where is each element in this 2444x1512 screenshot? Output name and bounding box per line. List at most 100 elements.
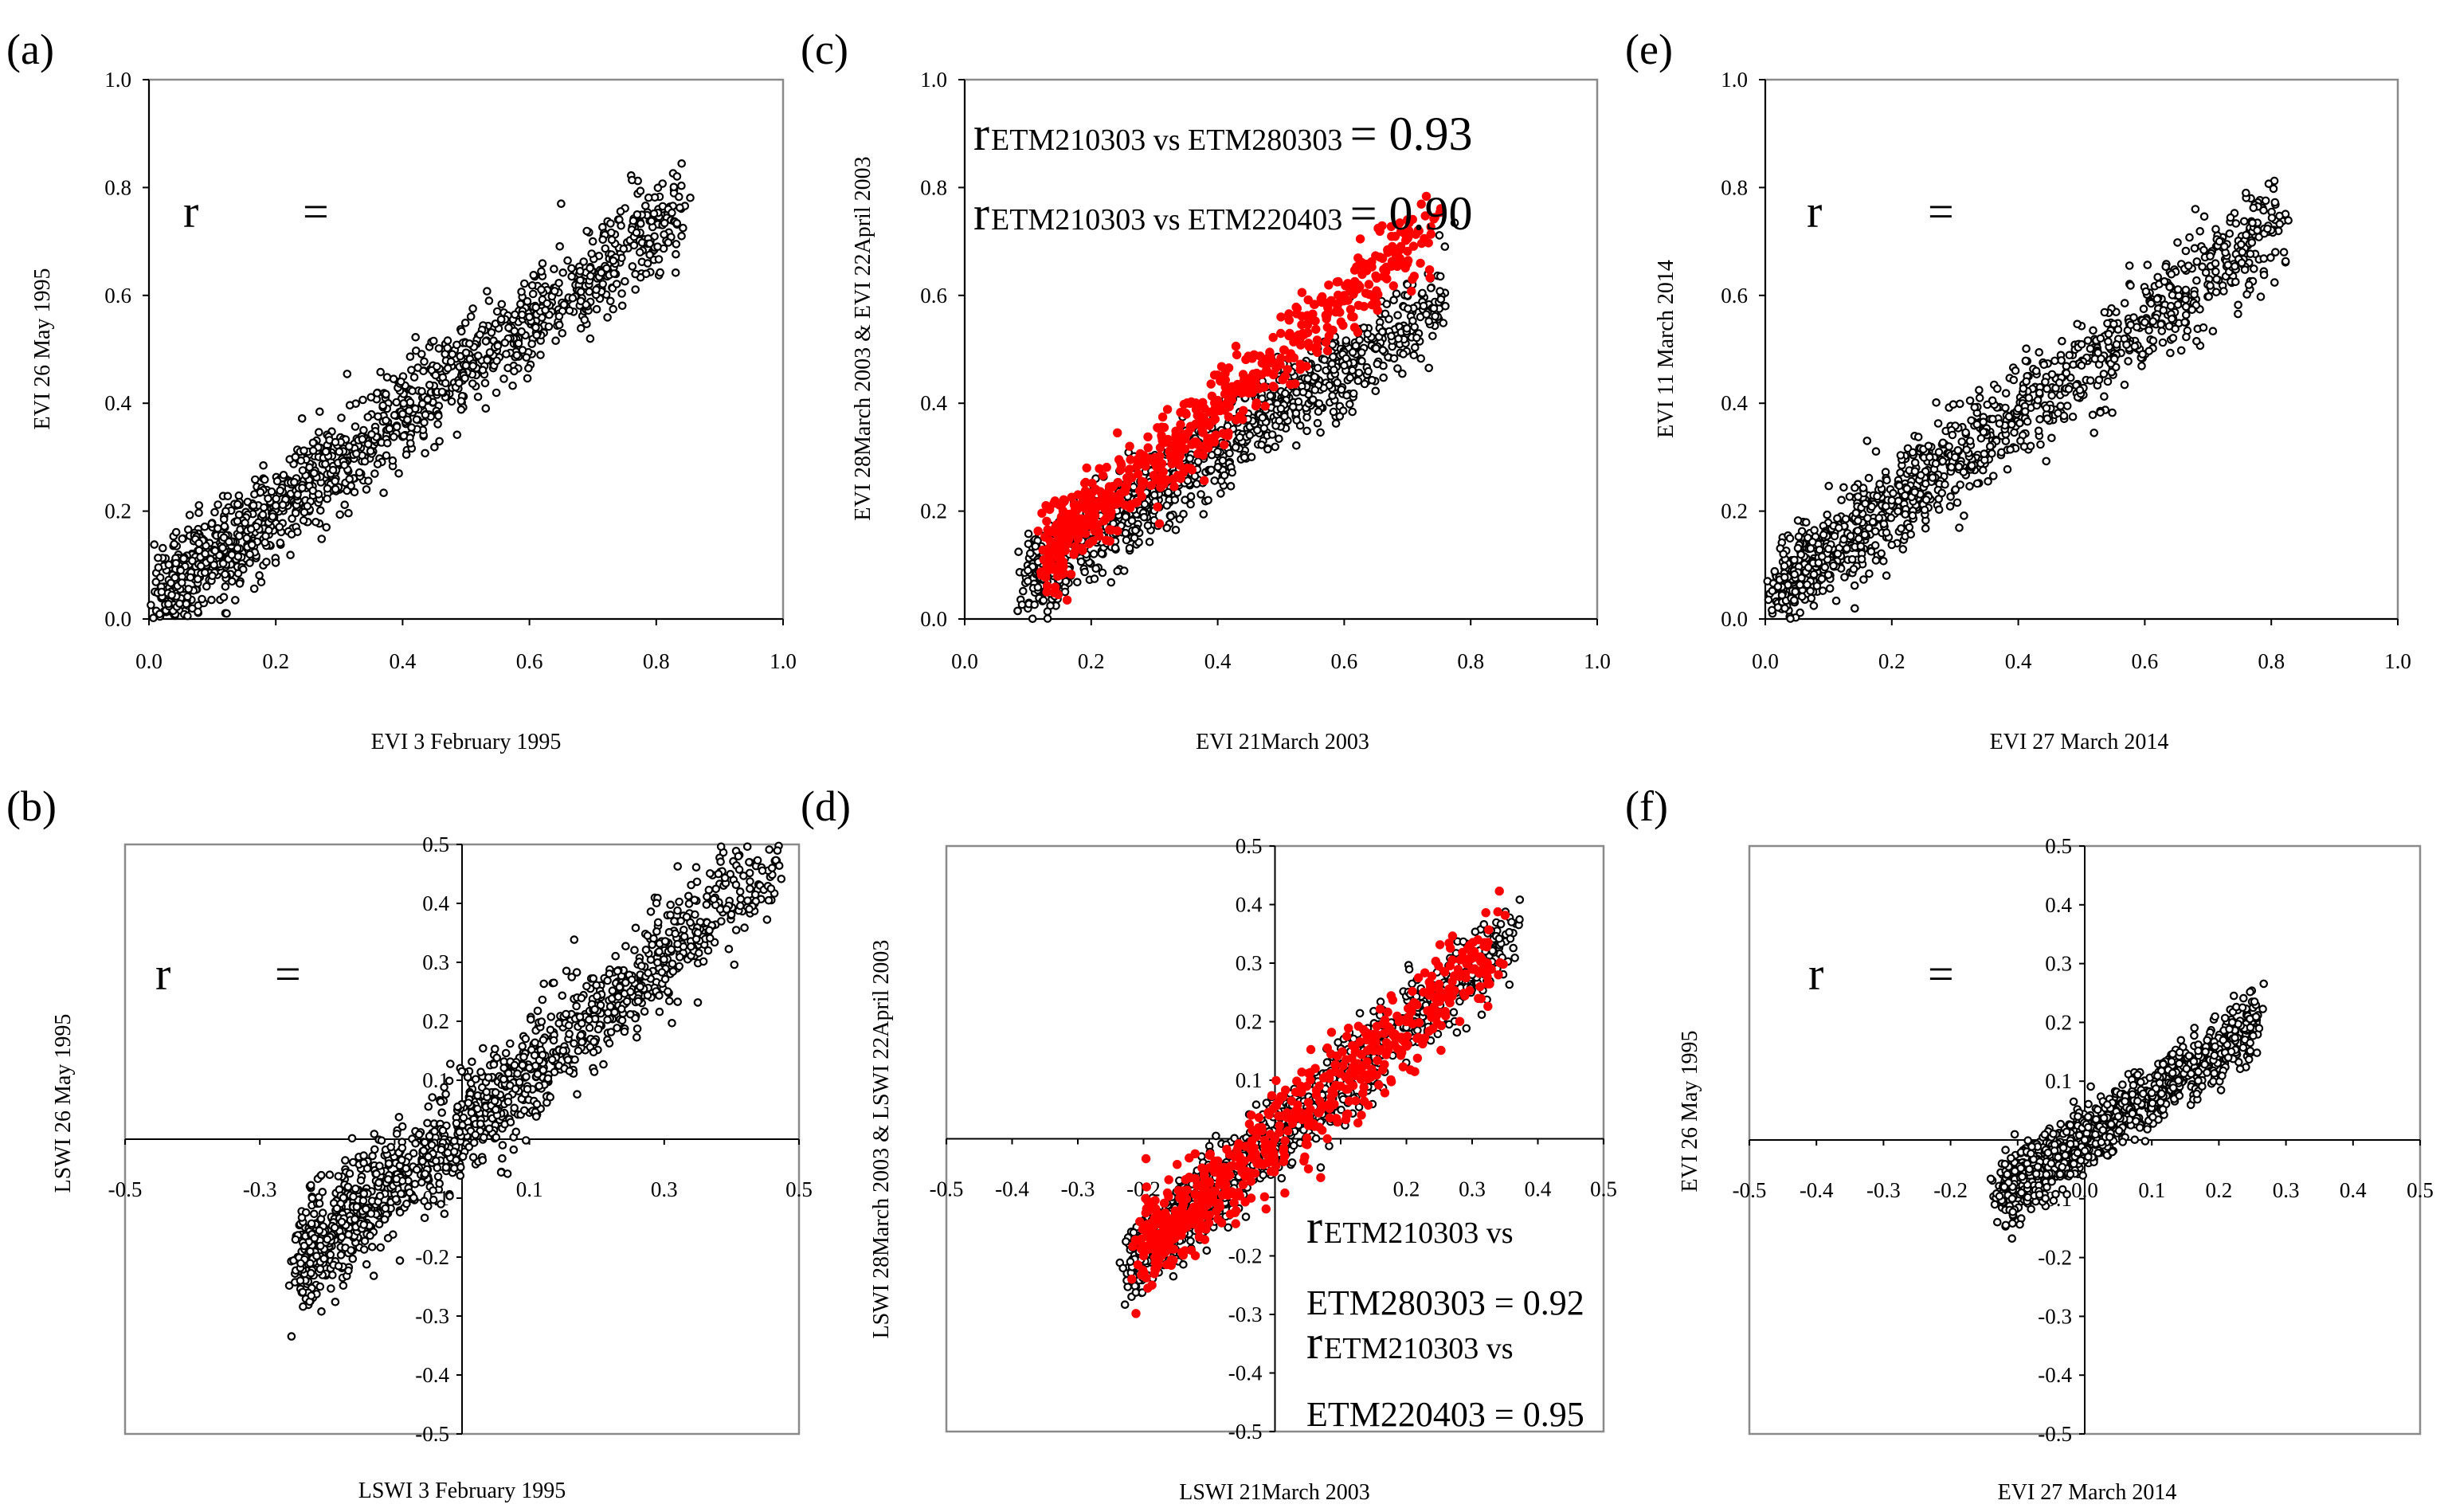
data-point (1303, 295, 1313, 305)
data-point (514, 339, 523, 348)
points-group (284, 841, 786, 1341)
data-point (1120, 500, 1130, 510)
data-point (1424, 265, 1435, 275)
data-point (636, 219, 645, 228)
data-point (194, 501, 204, 510)
data-point (1409, 351, 1419, 360)
data-point (1042, 587, 1052, 597)
data-point (433, 420, 442, 429)
data-point (1061, 577, 1071, 586)
data-point (175, 599, 184, 608)
data-point (345, 475, 354, 484)
data-point (693, 998, 703, 1007)
data-point (377, 1136, 386, 1145)
data-point (621, 276, 629, 286)
data-point (516, 300, 525, 308)
data-point (255, 570, 264, 580)
data-point (340, 500, 349, 509)
data-point (640, 1007, 649, 1016)
data-point (290, 477, 299, 487)
data-point (468, 1153, 478, 1161)
panel-label-b: (b) (6, 782, 57, 830)
data-point (492, 388, 501, 398)
data-point (1157, 431, 1166, 441)
data-point (1171, 525, 1181, 535)
data-point (230, 596, 240, 605)
data-point (457, 1067, 467, 1076)
data-point (344, 508, 353, 518)
data-point (1185, 454, 1194, 463)
x-tick-label: -0.5 (930, 1177, 964, 1201)
data-point (1258, 413, 1267, 422)
data-point (518, 1042, 527, 1051)
data-point (589, 974, 598, 983)
y-tick-label: 0.4 (920, 391, 947, 415)
data-point (262, 558, 271, 566)
data-point (171, 527, 181, 537)
data-point (317, 1307, 326, 1316)
data-point (1093, 502, 1103, 511)
data-point (1402, 323, 1412, 333)
data-point (611, 951, 620, 961)
data-point (1441, 301, 1450, 311)
data-point (188, 556, 197, 566)
data-point (641, 946, 651, 954)
data-point (518, 310, 527, 319)
data-point (501, 1048, 511, 1058)
data-point (693, 928, 703, 938)
data-point (219, 515, 229, 524)
data-point (235, 579, 245, 588)
data-point (308, 438, 318, 448)
data-point (1280, 371, 1291, 381)
data-point (511, 1127, 521, 1137)
data-point (276, 486, 284, 496)
data-point (500, 338, 510, 347)
data-point (605, 1039, 614, 1048)
data-point (1251, 1100, 1261, 1109)
data-point (1364, 280, 1374, 289)
x-axis-title: LSWI 3 February 1995 (358, 1479, 566, 1503)
data-point (319, 1254, 328, 1263)
data-point (609, 269, 619, 278)
data-point (213, 500, 222, 509)
data-point (1197, 490, 1205, 499)
data-point (522, 353, 531, 362)
correlation-annotation: rETM210303 vs ETM280303 = 0.93 (973, 108, 1473, 160)
data-point (386, 1142, 395, 1152)
data-point (523, 296, 532, 306)
data-point (1210, 476, 1219, 485)
data-point (296, 1259, 305, 1268)
data-point (766, 884, 776, 893)
data-point (456, 1171, 465, 1180)
data-point (1208, 416, 1218, 426)
data-point (327, 1284, 335, 1293)
data-point (617, 1016, 627, 1025)
data-point (1276, 354, 1286, 363)
data-point (1017, 600, 1027, 609)
data-point (293, 490, 302, 499)
data-point (358, 1196, 368, 1205)
data-point (717, 917, 726, 926)
data-point (256, 488, 265, 497)
data-point (1198, 450, 1208, 460)
data-point (454, 378, 464, 387)
data-point (303, 501, 312, 511)
data-point (1353, 300, 1364, 310)
data-point (1404, 304, 1412, 313)
y-tick-label: 0.0 (104, 607, 131, 631)
data-point (1076, 557, 1086, 566)
data-point (1388, 281, 1399, 291)
data-point (607, 235, 617, 245)
data-point (394, 468, 403, 478)
panel-c: (c)0.00.20.40.60.81.00.0 0.2 0.4 0.6 0.8 1.0E… (801, 25, 1611, 754)
data-point (531, 1038, 539, 1048)
data-point (630, 946, 639, 954)
data-point (476, 330, 484, 339)
data-point (484, 296, 494, 305)
data-point (616, 207, 625, 216)
data-point (1286, 379, 1295, 390)
data-point (1314, 407, 1323, 416)
data-point (1125, 543, 1134, 553)
data-point (321, 447, 331, 456)
data-point (673, 906, 682, 915)
